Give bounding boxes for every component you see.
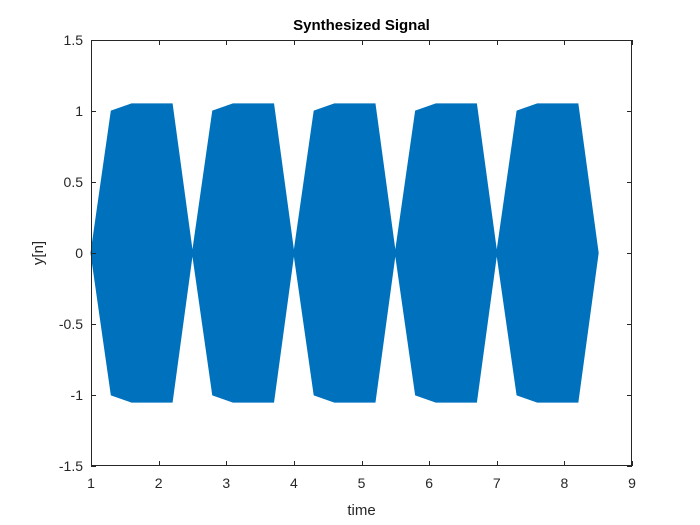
y-axis-label: y[n] — [30, 241, 47, 265]
x-tick-label: 4 — [290, 475, 298, 491]
x-tick-label: 8 — [560, 475, 568, 491]
y-tick-label: -0.5 — [59, 316, 83, 332]
chart-title: Synthesized Signal — [293, 17, 430, 34]
y-tick-label: -1.5 — [59, 458, 83, 474]
x-tick-label: 7 — [493, 475, 501, 491]
x-tick-label: 6 — [425, 475, 433, 491]
signal-envelope-area-0 — [90, 103, 599, 403]
y-tick-label: -1 — [71, 387, 84, 403]
y-tick-label: 0 — [75, 245, 83, 261]
y-tick-label: 1.5 — [64, 32, 84, 48]
y-tick-label: 0.5 — [64, 174, 84, 190]
y-ticks: 1.5 1 0.5 0 -0.5 -1 -1.5 — [59, 32, 632, 474]
x-tick-label: 5 — [358, 475, 366, 491]
x-tick-label: 9 — [628, 475, 636, 491]
x-tick-label: 2 — [155, 475, 163, 491]
x-ticks: 1 2 3 4 5 6 7 8 9 — [87, 40, 636, 491]
x-tick-label: 3 — [222, 475, 230, 491]
x-tick-label: 1 — [87, 475, 95, 491]
x-axis-label: time — [347, 502, 375, 519]
y-tick-label: 1 — [75, 103, 83, 119]
series-layer — [90, 103, 599, 403]
